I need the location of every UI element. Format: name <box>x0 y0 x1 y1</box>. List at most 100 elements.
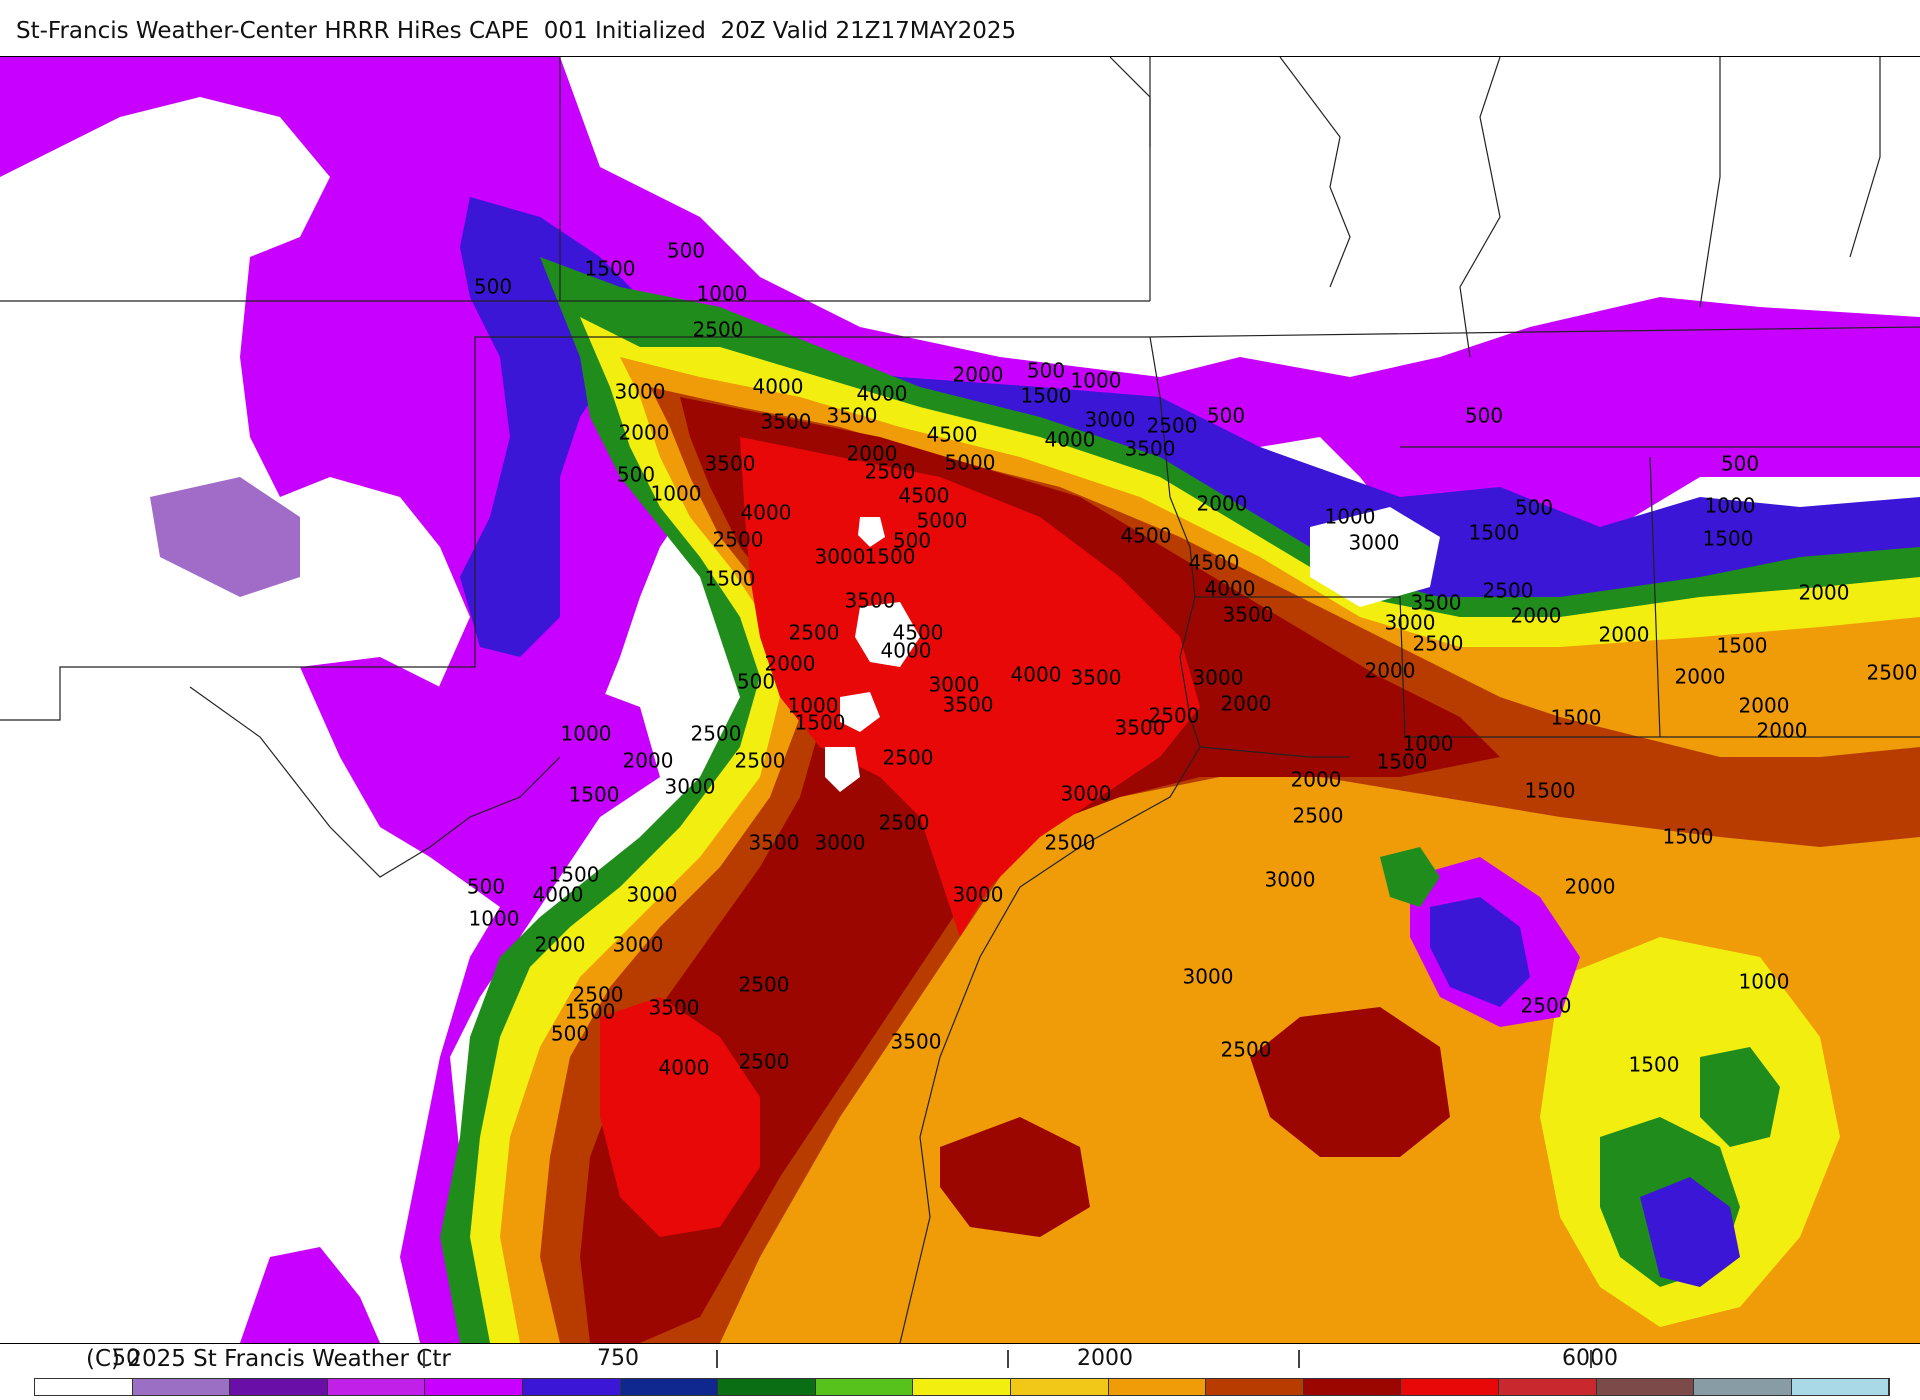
contour-label: 2500 <box>573 983 624 1007</box>
contour-label: 2500 <box>1045 831 1096 855</box>
colorbar-tick <box>716 1350 718 1368</box>
contour-label: 2000 <box>953 363 1004 387</box>
contour-label: 2500 <box>883 746 934 770</box>
contour-label: 500 <box>893 529 931 553</box>
contour-label: 1500 <box>705 567 756 591</box>
contour-label: 2000 <box>535 933 586 957</box>
contour-label: 1000 <box>1705 494 1756 518</box>
contour-label: 2500 <box>1521 994 1572 1018</box>
contour-label: 4500 <box>893 621 944 645</box>
contour-label: 1500 <box>1663 825 1714 849</box>
contour-label: 4000 <box>753 375 804 399</box>
colorbar-swatch <box>522 1379 621 1395</box>
contour-label: 500 <box>1515 496 1553 520</box>
contour-label: 2000 <box>1799 581 1850 605</box>
contour-label: 1000 <box>1071 369 1122 393</box>
contour-label: 2500 <box>1149 704 1200 728</box>
contour-label: 1000 <box>788 694 839 718</box>
contour-label: 1500 <box>585 257 636 281</box>
contour-label: 3000 <box>1085 408 1136 432</box>
contour-label: 4000 <box>1045 428 1096 452</box>
contour-label: 2500 <box>865 460 916 484</box>
contour-label: 2500 <box>735 749 786 773</box>
contour-label: 2000 <box>619 421 670 445</box>
contour-label: 2500 <box>879 811 930 835</box>
colorbar-swatch <box>620 1379 719 1395</box>
contour-label: 3000 <box>1193 666 1244 690</box>
colorbar-label-750: 750 <box>597 1346 639 1371</box>
contour-label: 3000 <box>929 673 980 697</box>
colorbar-swatch <box>230 1379 328 1395</box>
contour-label: 3000 <box>1061 782 1112 806</box>
colorbar-swatch <box>1694 1379 1792 1395</box>
colorbar-swatch <box>718 1379 816 1395</box>
contour-label: 2500 <box>1867 661 1918 685</box>
colorbar-tick <box>1298 1350 1300 1368</box>
contour-label: 500 <box>667 239 705 263</box>
contour-label: 3500 <box>761 410 812 434</box>
contour-label: 500 <box>617 463 655 487</box>
contour-label: 1000 <box>1325 505 1376 529</box>
copyright-text: (C) 2025 St Francis Weather Ctr <box>86 1346 451 1372</box>
contour-label: 2000 <box>847 442 898 466</box>
colorbar-swatch <box>1498 1379 1597 1395</box>
contour-label: 2500 <box>739 1050 790 1074</box>
contour-label: 500 <box>1721 452 1759 476</box>
contour-label: 1000 <box>1739 970 1790 994</box>
contour-label: 1000 <box>651 482 702 506</box>
colorbar-swatch <box>1108 1379 1207 1395</box>
contour-label: 3500 <box>845 589 896 613</box>
contour-label: 3000 <box>815 831 866 855</box>
contour-label: 2500 <box>1147 414 1198 438</box>
contour-label: 4000 <box>533 883 584 907</box>
contour-label: 2000 <box>1511 604 1562 628</box>
contour-label: 5000 <box>917 509 968 533</box>
contour-label: 1000 <box>469 907 520 931</box>
contour-label: 3000 <box>665 775 716 799</box>
contour-label: 3500 <box>943 693 994 717</box>
colorbar-swatch <box>815 1379 914 1395</box>
contour-label: 3000 <box>613 933 664 957</box>
cape-colorbar <box>34 1378 1891 1396</box>
contour-label: 2000 <box>1757 719 1808 743</box>
colorbar-label-low: 50 <box>112 1346 140 1371</box>
contour-label: 3000 <box>1183 965 1234 989</box>
contour-label: 2000 <box>1739 694 1790 718</box>
contour-label: 2500 <box>713 528 764 552</box>
contour-label: 3000 <box>627 883 678 907</box>
contour-label: 2500 <box>1483 579 1534 603</box>
colorbar-swatch <box>327 1379 426 1395</box>
contour-label: 3500 <box>1223 603 1274 627</box>
contour-label: 3000 <box>1265 868 1316 892</box>
contour-label: 1500 <box>1377 750 1428 774</box>
colorbar-swatch <box>1010 1379 1109 1395</box>
contour-label: 3500 <box>827 404 878 428</box>
contour-label: 1500 <box>569 783 620 807</box>
contour-label: 1500 <box>565 1000 616 1024</box>
contour-label: 2000 <box>1675 665 1726 689</box>
contour-label: 500 <box>737 670 775 694</box>
contour-label: 2000 <box>623 749 674 773</box>
colorbar-label-2000: 2000 <box>1077 1346 1133 1371</box>
contour-label: 2500 <box>1413 632 1464 656</box>
colorbar-tick <box>1590 1350 1592 1368</box>
contour-label: 4500 <box>1121 524 1172 548</box>
colorbar-swatch <box>1596 1379 1695 1395</box>
contour-label: 1500 <box>1551 706 1602 730</box>
contour-label: 500 <box>1207 404 1245 428</box>
contour-label: 3000 <box>615 380 666 404</box>
contour-label: 2000 <box>1291 768 1342 792</box>
contour-label: 3500 <box>891 1030 942 1054</box>
contour-label: 500 <box>1465 404 1503 428</box>
contour-label: 3000 <box>953 883 1004 907</box>
contour-label: 1500 <box>1021 384 1072 408</box>
contour-label: 1500 <box>1717 634 1768 658</box>
contour-label: 2000 <box>1565 875 1616 899</box>
colorbar-swatch <box>132 1379 231 1395</box>
contour-label: 2500 <box>1221 1038 1272 1062</box>
contour-label: 1500 <box>795 711 846 735</box>
contour-label: 1500 <box>549 863 600 887</box>
contour-label: 4000 <box>1205 577 1256 601</box>
contour-label: 1000 <box>561 722 612 746</box>
